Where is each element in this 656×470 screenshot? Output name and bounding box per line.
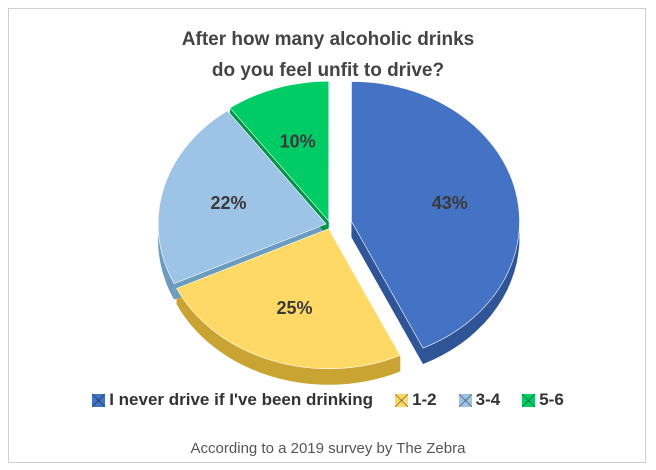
legend-item-never: I never drive if I've been drinking (92, 390, 373, 410)
legend-label-never: I never drive if I've been drinking (109, 390, 373, 410)
legend: I never drive if I've been drinking 1-2 … (0, 390, 656, 410)
legend-item-5-6: 5-6 (522, 390, 564, 410)
legend-label-5-6: 5-6 (539, 390, 564, 410)
legend-swatch-5-6 (522, 394, 535, 407)
pie-slice-label-2: 22% (210, 193, 246, 213)
legend-swatch-3-4 (459, 394, 472, 407)
legend-item-1-2: 1-2 (395, 390, 437, 410)
legend-label-3-4: 3-4 (476, 390, 501, 410)
pie-slice-label-0: 43% (432, 193, 468, 213)
legend-swatch-never (92, 394, 105, 407)
pie-slice-label-1: 25% (276, 298, 312, 318)
legend-item-3-4: 3-4 (459, 390, 501, 410)
legend-swatch-1-2 (395, 394, 408, 407)
legend-label-1-2: 1-2 (412, 390, 437, 410)
pie-slice-label-3: 10% (280, 131, 316, 151)
source-note: According to a 2019 survey by The Zebra (0, 440, 656, 457)
